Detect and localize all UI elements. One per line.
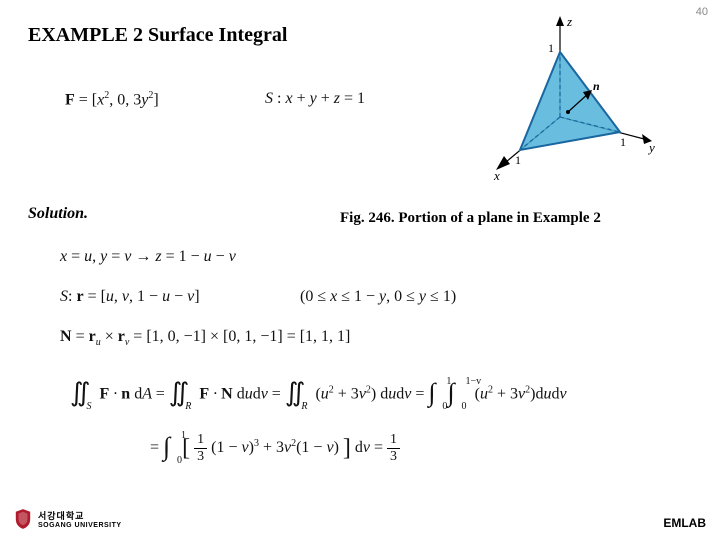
eq-integral-1: ∬S F · n dA = ∬R F · N dudv = ∬R (u2 + 3… xyxy=(70,380,567,410)
svg-text:x: x xyxy=(493,168,500,182)
eq-bounds: (0 ≤ x ≤ 1 − y, 0 ≤ y ≤ 1) xyxy=(300,288,456,306)
university-name-kr: 서강대학교 xyxy=(38,509,122,522)
eq-N: N = ru × rv = [1, 0, −1] × [0, 1, −1] = … xyxy=(60,328,350,348)
eq-param: x = u, y = v → z = 1 − u − v xyxy=(60,248,236,266)
figure-caption: Fig. 246. Portion of a plane in Example … xyxy=(340,210,601,227)
lab-name: EMLAB xyxy=(663,516,706,530)
svg-text:z: z xyxy=(566,14,572,29)
svg-text:1: 1 xyxy=(620,135,626,149)
example-title: EXAMPLE 2 Surface Integral xyxy=(28,24,287,47)
svg-text:1: 1 xyxy=(548,41,554,55)
eq-F: F = [x2, 0, 3y2] xyxy=(65,90,159,109)
solution-label: Solution. xyxy=(28,205,88,223)
eq-S: S : x + y + z = 1 xyxy=(265,90,365,108)
shield-icon xyxy=(14,508,32,530)
university-logo: 서강대학교 SOGANG UNIVERSITY xyxy=(14,508,122,530)
svg-text:n: n xyxy=(593,79,600,93)
eq-integral-2: = ∫10 [ 13 (1 − v)3 + 3v2(1 − v) ] dv = … xyxy=(150,432,400,465)
eq-r: S: r = [u, v, 1 − u − v] xyxy=(60,288,200,306)
svg-text:1: 1 xyxy=(515,153,521,167)
page-number: 40 xyxy=(696,6,708,18)
svg-text:y: y xyxy=(647,140,655,155)
university-name-en: SOGANG UNIVERSITY xyxy=(38,522,122,529)
figure-plane: n z y x 1 1 1 xyxy=(460,12,660,172)
